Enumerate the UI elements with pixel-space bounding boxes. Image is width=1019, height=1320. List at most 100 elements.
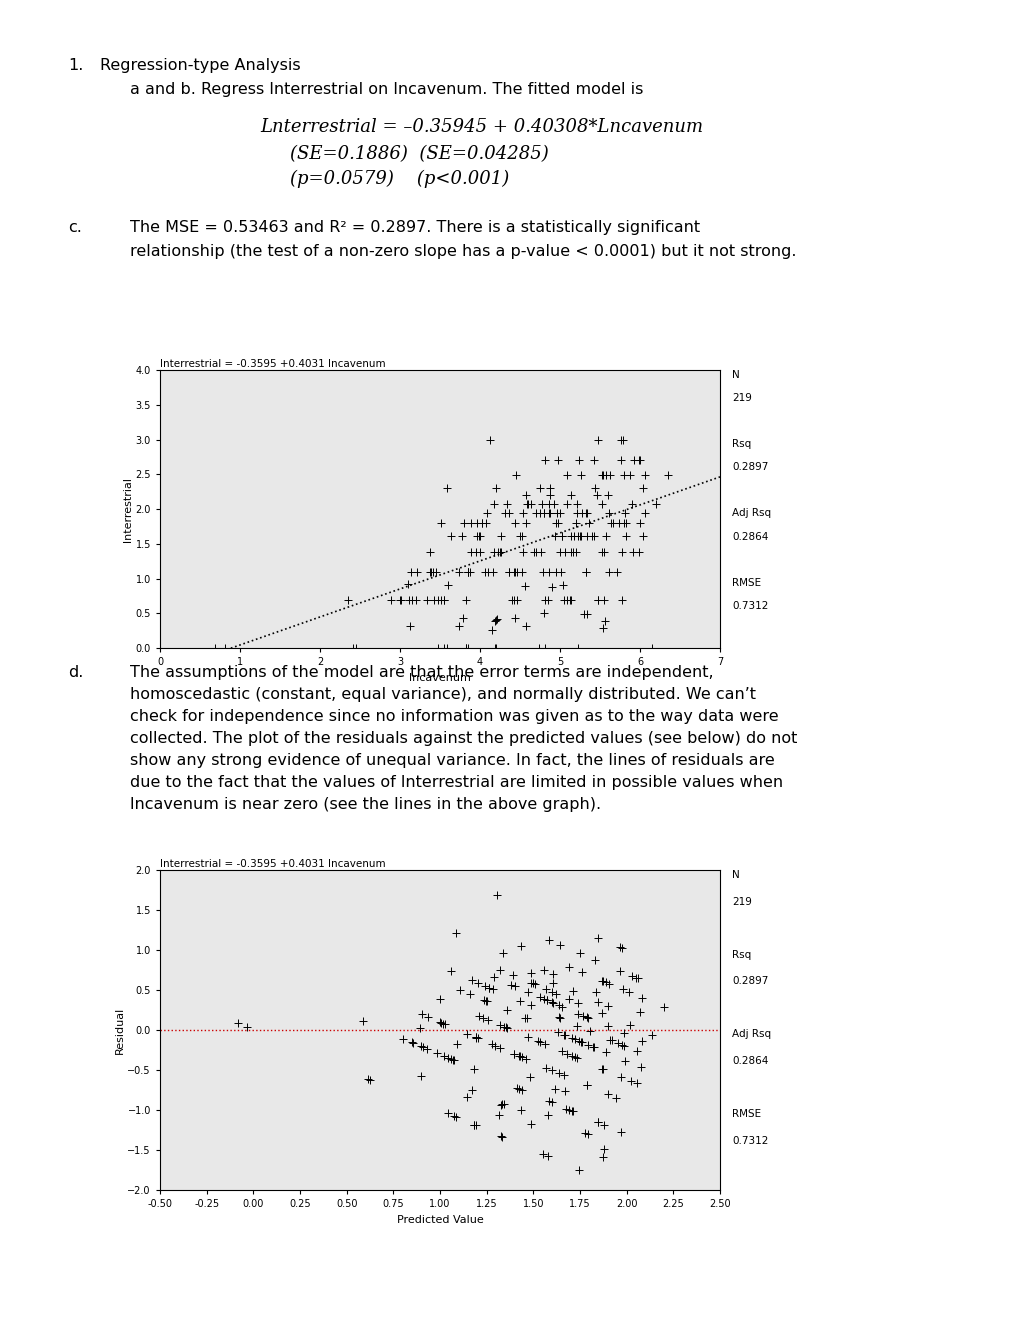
Point	[493, 1126, 510, 1147]
Point	[593, 970, 609, 991]
Text: show any strong evidence of unequal variance. In fact, the lines of residuals ar: show any strong evidence of unequal vari…	[129, 752, 774, 768]
Point	[492, 525, 508, 546]
Point	[515, 541, 531, 562]
Point	[607, 1086, 624, 1107]
Point	[500, 561, 517, 582]
Text: c.: c.	[68, 220, 82, 235]
Point	[518, 1007, 534, 1028]
Point	[553, 1041, 570, 1063]
Point	[537, 589, 553, 610]
Point	[613, 1035, 630, 1056]
Point	[505, 561, 522, 582]
Point	[425, 561, 441, 582]
Point	[521, 1067, 537, 1088]
Point	[562, 589, 579, 610]
Text: a and b. Regress lnterrestrial on lncavenum. The fitted model is: a and b. Regress lnterrestrial on lncave…	[129, 82, 643, 96]
Point	[520, 492, 536, 513]
Point	[445, 1105, 462, 1126]
Point	[581, 1020, 597, 1041]
Point	[506, 607, 523, 628]
Point	[612, 1067, 629, 1088]
Point	[447, 923, 464, 944]
Point	[553, 525, 570, 546]
Point	[502, 974, 519, 995]
Point	[478, 991, 494, 1012]
Point	[622, 465, 638, 486]
Point	[604, 513, 621, 535]
Point	[484, 978, 500, 999]
Point	[399, 574, 416, 595]
Point	[560, 956, 577, 977]
Text: N: N	[732, 870, 739, 880]
Point	[491, 1038, 507, 1059]
Point	[503, 589, 520, 610]
Point	[514, 525, 530, 546]
Point	[528, 502, 544, 523]
Point	[494, 1126, 511, 1147]
Point	[492, 960, 508, 981]
Point	[400, 589, 417, 610]
Point	[479, 1008, 495, 1030]
Point	[548, 502, 565, 523]
Point	[568, 502, 584, 523]
Point	[579, 525, 595, 546]
Point	[647, 492, 663, 513]
Point	[415, 1036, 431, 1057]
Point	[555, 1024, 572, 1045]
Point	[618, 513, 634, 535]
Point	[614, 513, 631, 535]
Point	[484, 620, 500, 642]
Point	[603, 1030, 620, 1051]
Point	[506, 513, 523, 535]
Point	[479, 502, 495, 523]
Point	[600, 502, 616, 523]
Point	[546, 525, 562, 546]
Point	[403, 589, 419, 610]
Point	[575, 1006, 591, 1027]
Point	[464, 970, 480, 991]
Point	[535, 602, 551, 623]
Point	[595, 970, 611, 991]
Point	[589, 484, 605, 506]
Point	[578, 561, 594, 582]
Point	[484, 561, 500, 582]
Text: (p=0.0579)    (p<0.001): (p=0.0579) (p<0.001)	[289, 170, 508, 189]
Point	[641, 1189, 657, 1210]
Text: 0.2897: 0.2897	[732, 977, 767, 986]
Point	[572, 525, 588, 546]
Point	[496, 1016, 513, 1038]
Text: relationship (the test of a non-zero slope has a p-value < 0.0001) but it not st: relationship (the test of a non-zero slo…	[129, 244, 796, 259]
Point	[481, 429, 497, 450]
Point	[429, 638, 445, 659]
Point	[608, 561, 625, 582]
Point	[497, 1016, 514, 1038]
Point	[475, 1007, 491, 1028]
Point	[514, 1047, 530, 1068]
Point	[570, 525, 586, 546]
Point	[540, 492, 556, 513]
Point	[547, 513, 564, 535]
Point	[594, 1147, 610, 1168]
Point	[523, 492, 539, 513]
Text: RMSE: RMSE	[732, 578, 760, 587]
Point	[444, 1049, 461, 1071]
Point	[564, 1045, 580, 1067]
Point	[561, 589, 578, 610]
Point	[408, 589, 424, 610]
Point	[557, 1098, 574, 1119]
Point	[634, 478, 650, 499]
Point	[423, 561, 439, 582]
Point	[628, 968, 644, 989]
Point	[534, 492, 550, 513]
Point	[537, 449, 553, 470]
Point	[515, 502, 531, 523]
Point	[468, 1027, 484, 1048]
Point	[589, 1111, 605, 1133]
Point	[460, 561, 476, 582]
Point	[570, 993, 586, 1014]
Point	[505, 975, 522, 997]
Point	[489, 609, 505, 630]
Point	[431, 989, 447, 1010]
Point	[644, 638, 660, 659]
Point	[579, 1034, 595, 1055]
